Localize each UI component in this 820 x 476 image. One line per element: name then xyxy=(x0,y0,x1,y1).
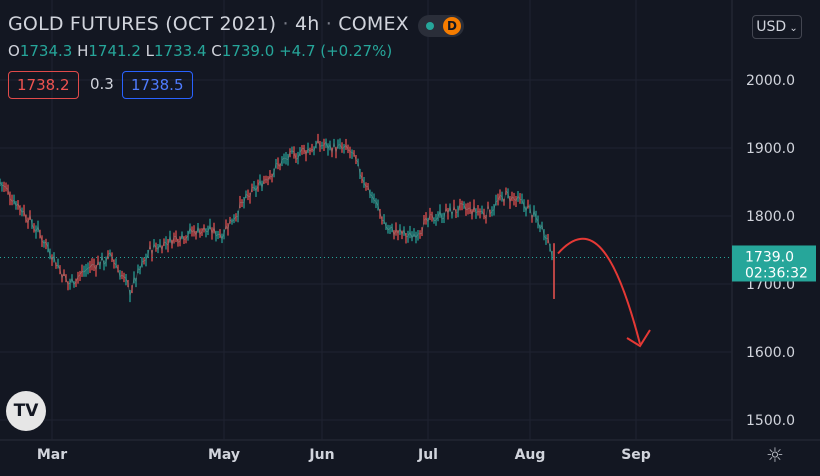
ohlc-legend: O1734.3 H1741.2 L1733.4 C1739.0 +4.7 (+0… xyxy=(8,42,392,60)
price-tag-value: 1739.0 xyxy=(745,249,794,265)
low-value: 1733.4 xyxy=(154,42,207,60)
price-tick-label: 2000.0 xyxy=(746,73,795,89)
high-value: 1741.2 xyxy=(88,42,141,60)
low-label: L xyxy=(145,42,155,60)
time-tick-label: Sep xyxy=(621,447,651,463)
change-value: +4.7 (+0.27%) xyxy=(279,42,393,60)
price-tick-label: 1600.0 xyxy=(746,345,795,361)
exchange-label: COMEX xyxy=(338,13,409,35)
market-status-badge[interactable]: D xyxy=(418,15,464,37)
price-tick-label: 1500.0 xyxy=(746,413,795,429)
close-value: 1739.0 xyxy=(221,42,275,60)
price-line xyxy=(0,139,553,296)
price-tag xyxy=(732,245,816,282)
arrow-head-icon xyxy=(626,329,651,348)
buy-button[interactable]: 1738.5 xyxy=(122,71,193,99)
interval-label[interactable]: 4h xyxy=(294,13,320,35)
gear-icon[interactable]: ☼ xyxy=(766,443,784,467)
tradingview-logo-icon[interactable]: TV xyxy=(6,391,46,431)
chevron-down-icon: ⌄ xyxy=(786,23,798,34)
open-label: O xyxy=(8,42,20,60)
time-tick-label: Aug xyxy=(515,447,546,463)
symbol-title[interactable]: GOLD FUTURES (OCT 2021) · 4h · COMEX xyxy=(8,13,409,35)
price-tick-label: 1800.0 xyxy=(746,209,795,225)
close-label: C xyxy=(211,42,222,60)
price-tag-countdown: 02:36:32 xyxy=(745,265,808,281)
open-value: 1734.3 xyxy=(19,42,73,60)
projection-arrow xyxy=(557,237,641,345)
high-label: H xyxy=(77,42,89,60)
market-open-dot-icon xyxy=(426,22,434,30)
delayed-data-icon: D xyxy=(443,17,461,35)
time-tick-label: Jul xyxy=(417,447,438,463)
title-separator: · xyxy=(282,13,289,35)
time-tick-label: Jun xyxy=(308,447,334,463)
title-separator: · xyxy=(325,13,333,35)
price-scale[interactable] xyxy=(732,0,820,476)
symbol-name[interactable]: GOLD FUTURES (OCT 2021) xyxy=(8,13,277,35)
currency-select[interactable]: USD ⌄ xyxy=(752,15,802,39)
spread-value: 0.3 xyxy=(90,75,114,93)
time-tick-label: May xyxy=(208,447,240,463)
sell-button[interactable]: 1738.2 xyxy=(8,71,79,99)
price-tick-label: 1900.0 xyxy=(746,141,795,157)
currency-label: USD xyxy=(756,19,787,35)
time-tick-label: Mar xyxy=(37,447,67,463)
